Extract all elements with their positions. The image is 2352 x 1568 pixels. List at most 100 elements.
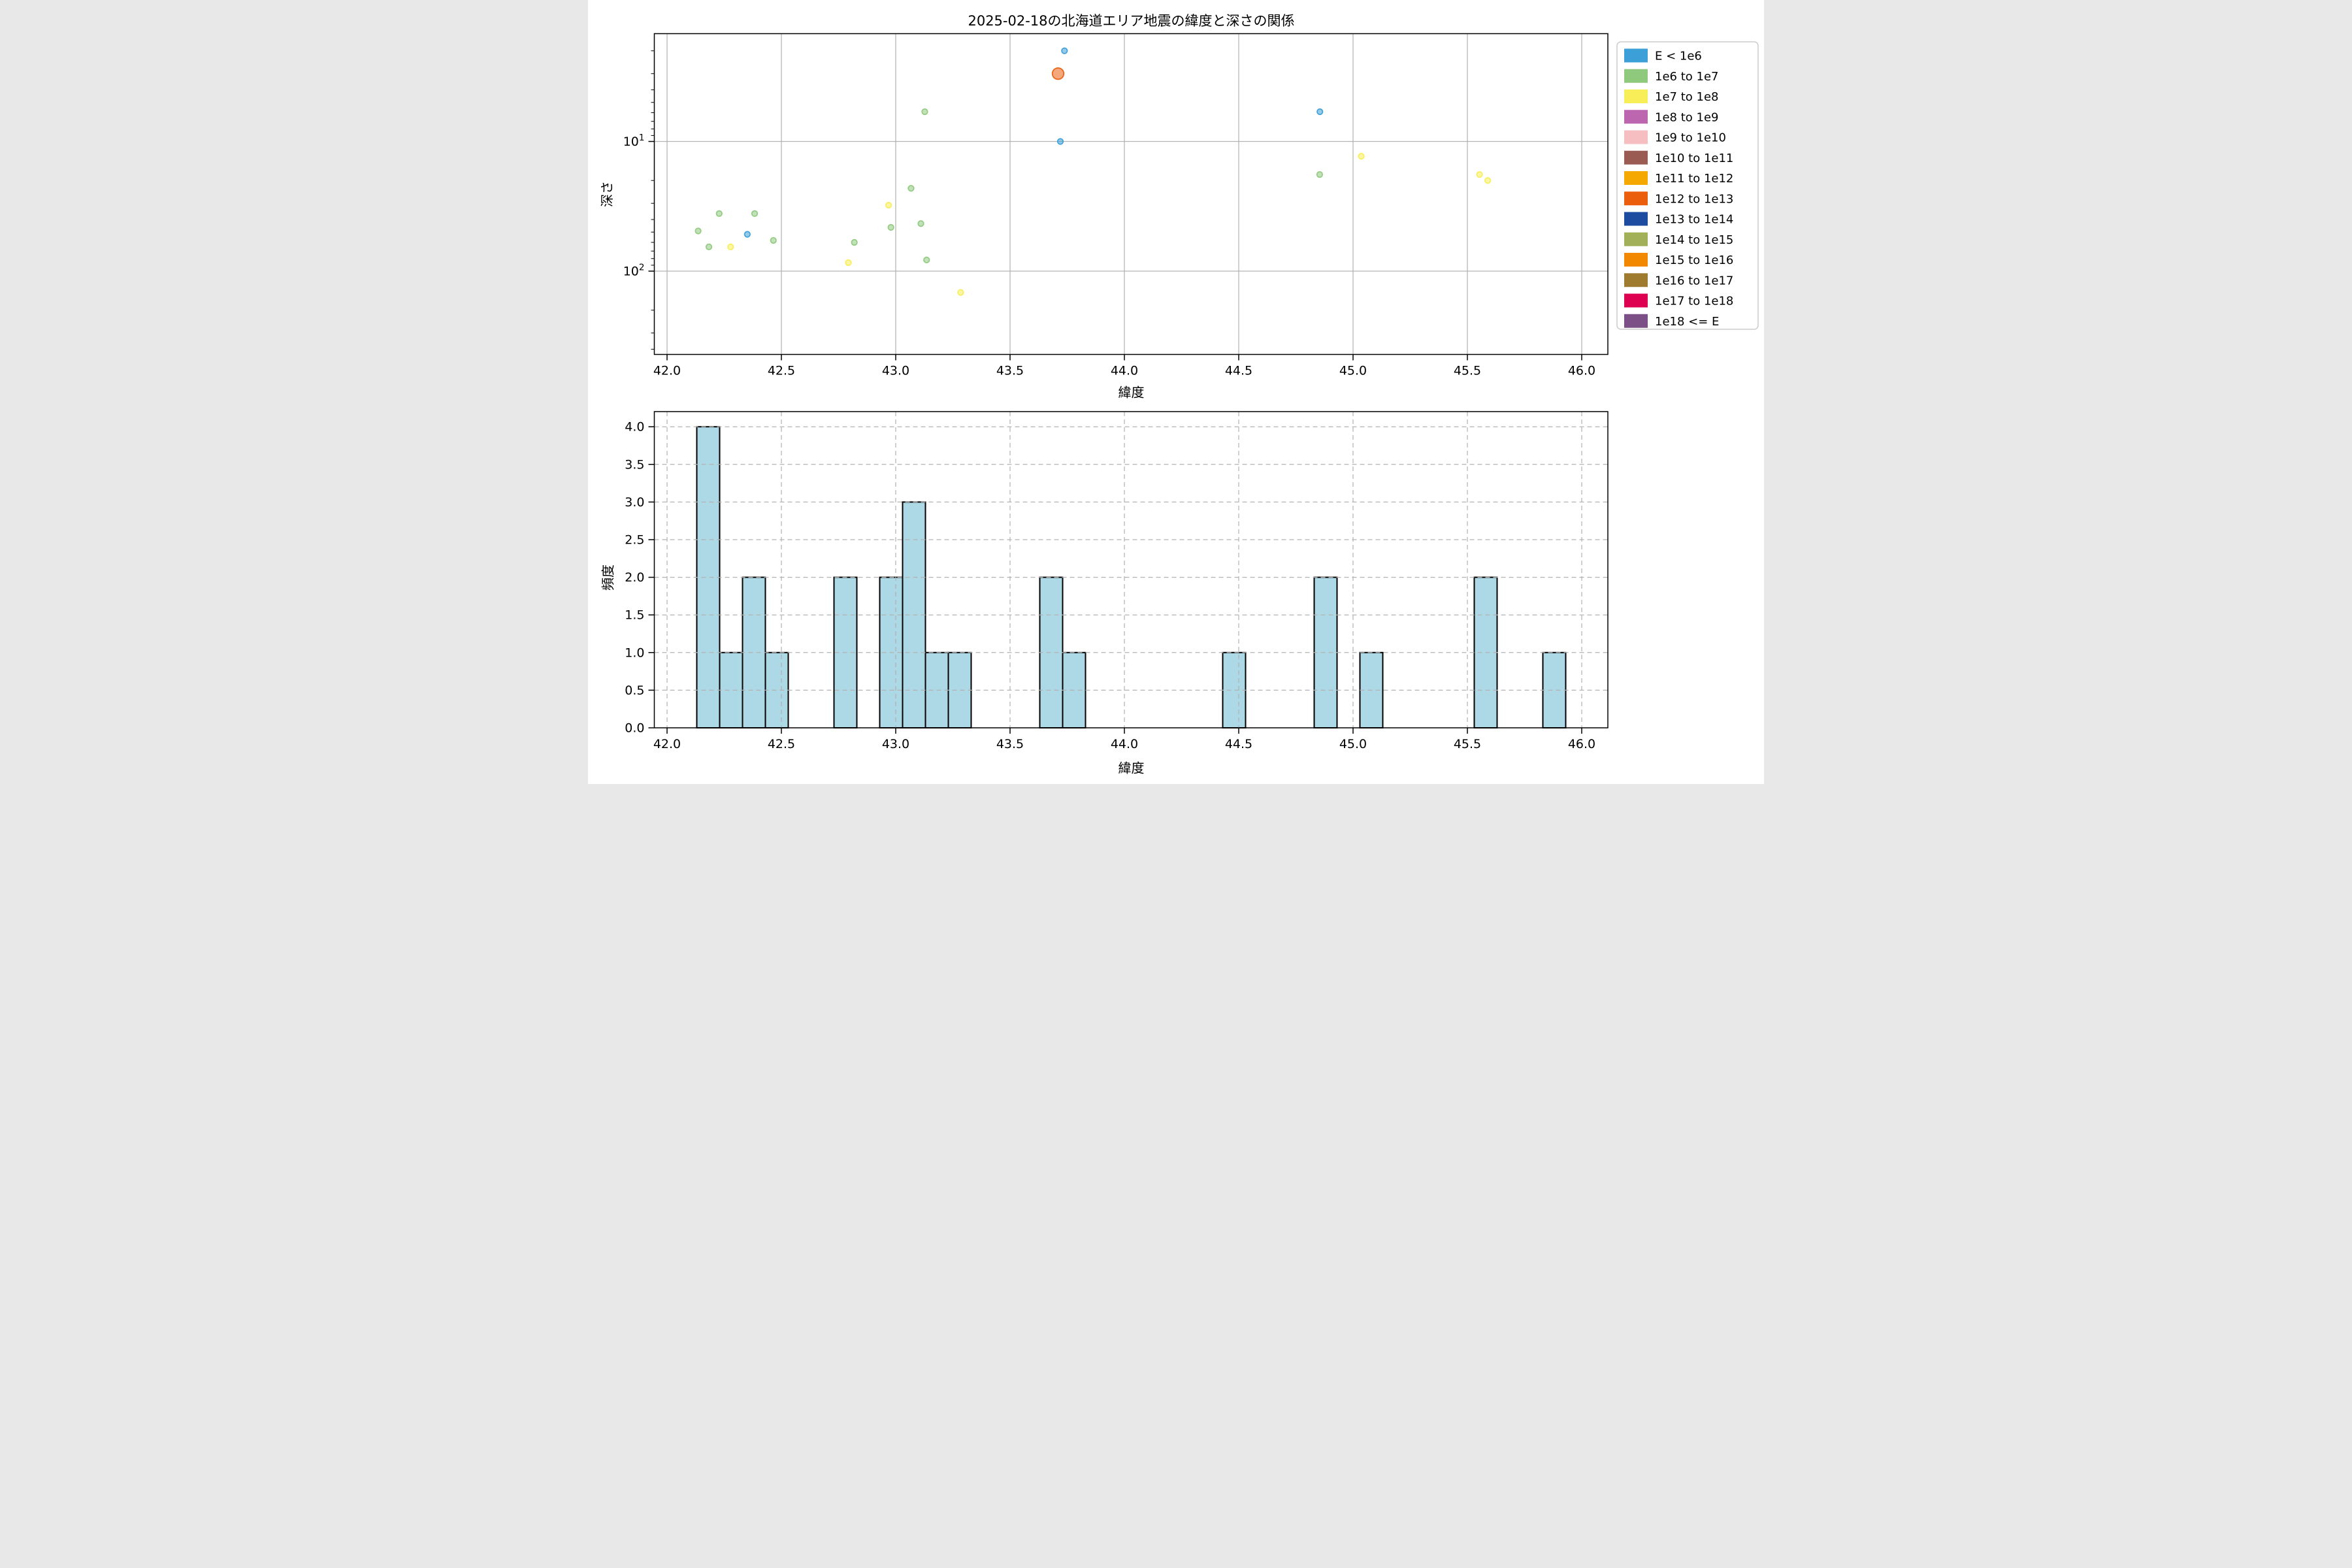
figure: 2025-02-18の北海道エリア地震の緯度と深さの関係 深さ 緯度 頻度 緯度… xyxy=(588,0,1764,784)
scatter-point xyxy=(727,243,734,250)
legend-swatch xyxy=(1624,90,1648,103)
scatter-point xyxy=(1316,108,1324,116)
x-tick-label: 42.0 xyxy=(653,364,681,378)
scatter-point xyxy=(1484,177,1492,184)
histogram-gridlines xyxy=(654,412,1608,728)
hist-bar xyxy=(947,651,972,728)
x-tick-label: 44.5 xyxy=(1225,737,1252,751)
x-tick-label: 45.0 xyxy=(1339,737,1367,751)
scatter-point xyxy=(751,210,759,218)
x-tick-label: 43.0 xyxy=(882,737,909,751)
scatter-point xyxy=(1476,171,1483,178)
hist-bar xyxy=(1222,651,1247,728)
scatter-points xyxy=(694,47,1492,296)
x-tick-label: 42.5 xyxy=(768,364,795,378)
y-tick-label: 102 xyxy=(623,263,645,279)
legend-swatch xyxy=(1624,171,1648,185)
scatter-frame xyxy=(653,33,1609,355)
legend-swatch xyxy=(1624,150,1648,165)
legend-label: 1e18 <= E xyxy=(1655,315,1719,329)
y-tick-label: 0.5 xyxy=(625,683,644,698)
x-tick-label: 44.5 xyxy=(1225,364,1252,378)
legend-swatch xyxy=(1624,48,1648,63)
hist-bar xyxy=(1542,651,1567,728)
hist-bar xyxy=(1313,576,1338,728)
y-tick-label: 3.0 xyxy=(625,495,644,510)
scatter-point xyxy=(917,220,924,227)
legend-label: 1e6 to 1e7 xyxy=(1655,70,1718,84)
legend-swatch xyxy=(1624,212,1648,226)
scatter-point xyxy=(1051,67,1065,80)
legend-label: 1e7 to 1e8 xyxy=(1655,90,1718,104)
scatter-point xyxy=(923,256,930,264)
y-tick-label: 3.5 xyxy=(625,457,644,472)
legend-swatch xyxy=(1624,191,1648,206)
y-tick-label: 1.5 xyxy=(625,608,644,623)
scatter-point xyxy=(887,223,894,231)
x-tick-label: 42.0 xyxy=(653,737,681,751)
scatter-point xyxy=(957,289,964,296)
legend-label: 1e14 to 1e15 xyxy=(1655,233,1733,247)
legend-label: 1e9 to 1e10 xyxy=(1655,131,1726,145)
histogram-frame xyxy=(653,411,1609,728)
legend-swatch xyxy=(1624,253,1648,267)
x-tick-label: 43.0 xyxy=(882,364,909,378)
scatter-ylabel: 深さ xyxy=(599,181,615,207)
scatter-point xyxy=(1061,47,1068,54)
y-tick-label: 4.0 xyxy=(625,420,644,434)
y-tick-label: 2.5 xyxy=(625,533,644,547)
hist-bar xyxy=(1039,576,1064,728)
x-tick-label: 44.0 xyxy=(1111,737,1138,751)
scatter-point xyxy=(715,210,723,218)
x-tick-label: 44.0 xyxy=(1111,364,1138,378)
scatter-point xyxy=(770,237,777,244)
legend-label: 1e15 to 1e16 xyxy=(1655,253,1733,267)
x-tick-label: 45.0 xyxy=(1339,364,1367,378)
legend-swatch xyxy=(1624,110,1648,124)
hist-bar xyxy=(719,651,743,728)
scatter-point xyxy=(885,201,892,209)
scatter-point xyxy=(694,227,702,235)
x-tick-label: 45.5 xyxy=(1454,737,1481,751)
legend-label: 1e10 to 1e11 xyxy=(1655,152,1733,165)
y-tick-label: 0.0 xyxy=(625,721,644,736)
legend-swatch xyxy=(1624,69,1648,83)
scatter-point xyxy=(705,243,713,250)
scatter-point xyxy=(1056,138,1064,145)
histogram-axes: 42.0 42.5 43.0 43.5 44.0 44.5 45.0 45.5 46.0 0.0 0… xyxy=(625,411,1609,751)
legend-label: 1e17 to 1e18 xyxy=(1655,295,1733,308)
scatter-point xyxy=(1316,171,1324,178)
scatter-point xyxy=(851,238,858,246)
x-tick-label: 43.5 xyxy=(996,364,1024,378)
scatter-axes: 42.0 42.5 43.0 43.5 44.0 44.5 45.0 45.5 46.0 101 1… xyxy=(623,33,1609,378)
scatter-point xyxy=(743,231,751,238)
scatter-point xyxy=(845,259,852,267)
legend: E < 1e6 1e6 to 1e7 1e7 to 1e8 1e8 to 1e9 1e9… xyxy=(1616,41,1759,330)
histogram-xlabel: 緯度 xyxy=(1119,760,1145,776)
legend-swatch xyxy=(1624,293,1648,308)
legend-label: E < 1e6 xyxy=(1655,50,1702,63)
scatter-xlabel: 緯度 xyxy=(1119,385,1145,400)
x-tick-label: 46.0 xyxy=(1568,737,1595,751)
scatter-point xyxy=(1358,152,1365,160)
hist-bar xyxy=(742,576,766,728)
earthquake-charts-canvas: 2025-02-18の北海道エリア地震の緯度と深さの関係 深さ 緯度 頻度 緯度… xyxy=(588,0,1764,784)
x-tick-label: 46.0 xyxy=(1568,364,1595,378)
legend-label: 1e11 to 1e12 xyxy=(1655,172,1733,186)
histogram-ylabel: 頻度 xyxy=(600,564,616,591)
legend-swatch xyxy=(1624,232,1648,246)
hist-bar xyxy=(764,651,789,728)
legend-swatch xyxy=(1624,314,1648,328)
legend-label: 1e16 to 1e17 xyxy=(1655,274,1733,287)
scatter-gridlines xyxy=(654,33,1608,355)
legend-label: 1e8 to 1e9 xyxy=(1655,110,1718,124)
scatter-point xyxy=(921,108,928,116)
y-tick-label: 101 xyxy=(623,133,645,149)
legend-swatch xyxy=(1624,273,1648,287)
x-tick-label: 43.5 xyxy=(996,737,1024,751)
chart-title: 2025-02-18の北海道エリア地震の緯度と深さの関係 xyxy=(968,13,1294,29)
legend-label: 1e12 to 1e13 xyxy=(1655,192,1733,206)
hist-bar xyxy=(696,426,721,728)
legend-label: 1e13 to 1e14 xyxy=(1655,213,1733,227)
scatter-point xyxy=(907,185,915,192)
